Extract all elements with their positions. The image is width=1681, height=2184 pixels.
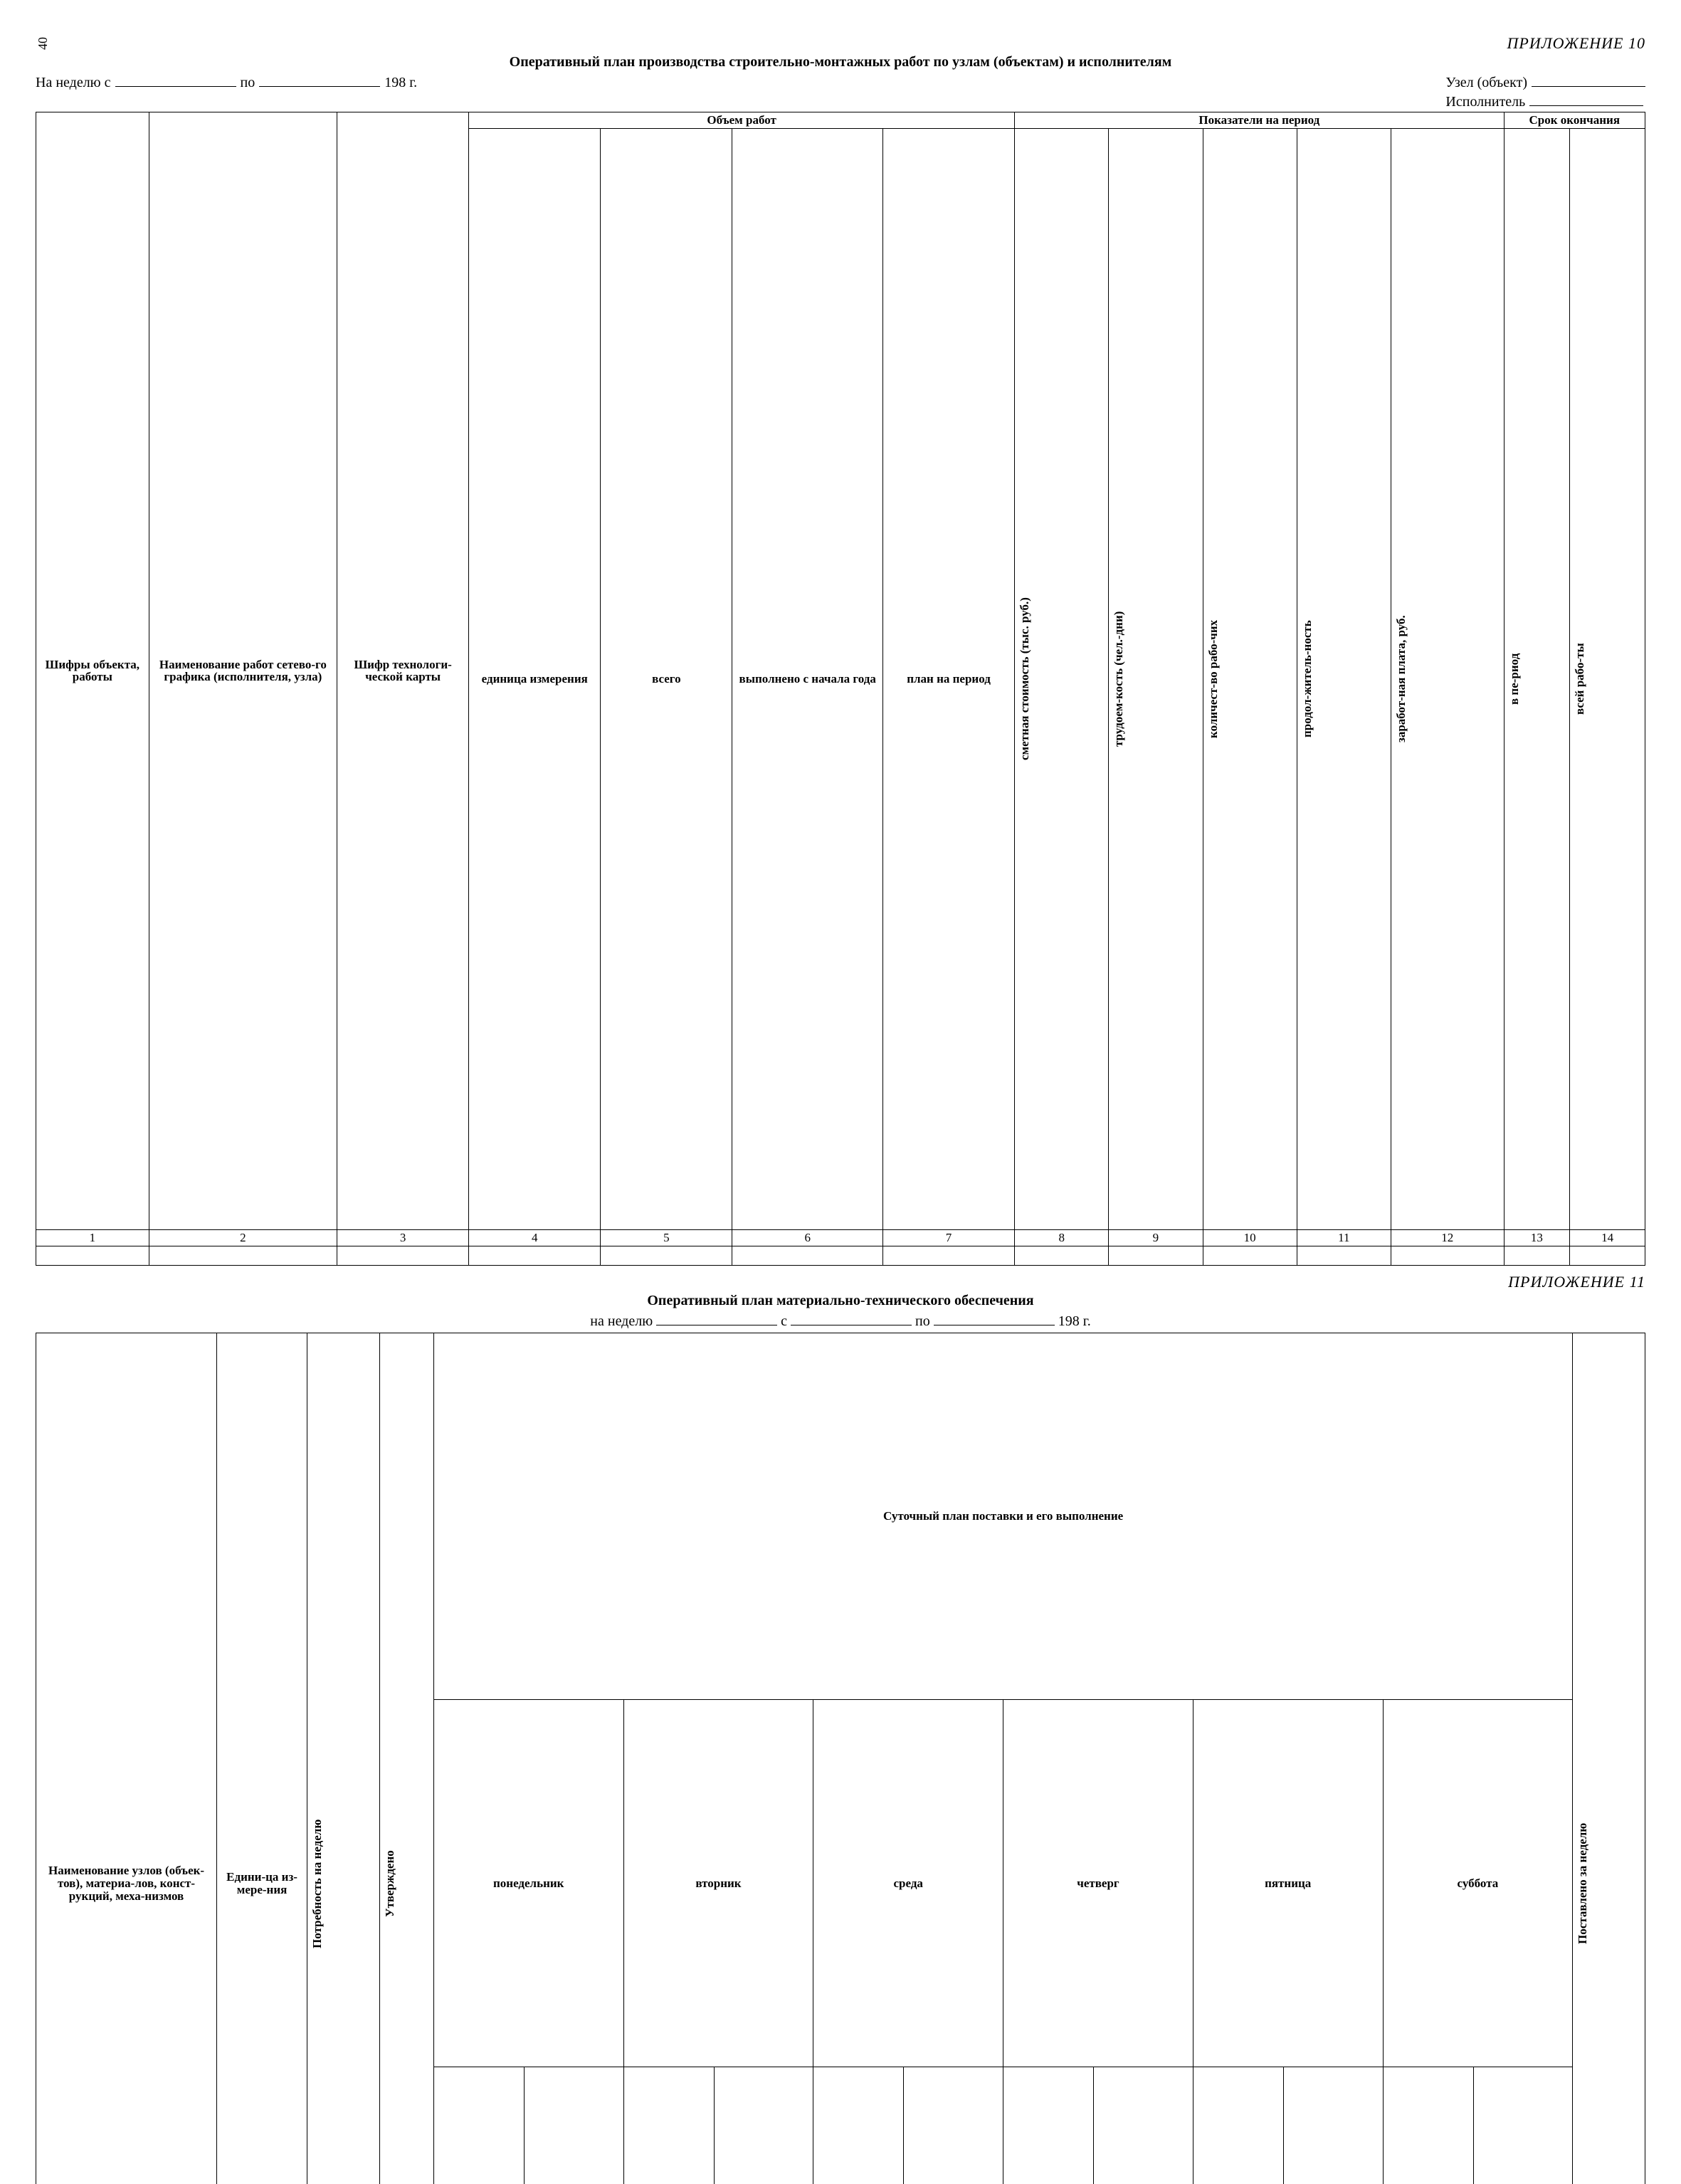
h-volume: Объем работ: [469, 112, 1015, 129]
h11-d4p: план: [1193, 2067, 1283, 2184]
h-indic: Показатели на период: [1015, 112, 1505, 129]
empty-row-app10: [36, 1246, 1645, 1265]
label-po2: по: [915, 1313, 930, 1329]
label-weekfrom: На неделю с: [36, 75, 111, 91]
h-c10: количест-во рабо-чих: [1203, 128, 1297, 1229]
label-ispolnitel: Исполнитель: [1445, 94, 1525, 110]
h11-d5: суббота: [1383, 1700, 1573, 2067]
h11-d0f: факти-чески: [524, 2067, 623, 2184]
h11-d5p: план: [1383, 2067, 1473, 2184]
label-s: с: [781, 1313, 787, 1329]
h11-d1f: факти-чески: [714, 2067, 813, 2184]
h-c9: трудоем-кость (чел.-дни): [1109, 128, 1203, 1229]
h11-d1: вторник: [623, 1700, 813, 2067]
h11-d4: пятница: [1193, 1700, 1383, 2067]
h11-c2: Едини-ца из-мере-ния: [217, 1333, 307, 2184]
h-c1: Шифры объекта, работы: [36, 112, 149, 1230]
h-c4: единица измерения: [469, 128, 601, 1229]
h11-d4f: факти-чески: [1283, 2067, 1383, 2184]
h-c5: всего: [601, 128, 732, 1229]
appendix-11-heading: ПРИЛОЖЕНИЕ 11: [36, 1273, 1645, 1291]
label-po: по: [241, 75, 255, 91]
blank-s: [791, 1312, 912, 1325]
h11-daily: Суточный план поставки и его выполнение: [433, 1333, 1572, 1700]
blank-to: [259, 73, 380, 87]
h-c2: Наименование работ сетево-го графика (ис…: [149, 112, 337, 1230]
appendix-11: ПРИЛОЖЕНИЕ 11 Оперативный план материаль…: [36, 1273, 1645, 2184]
h-c7: план на период: [882, 128, 1014, 1229]
h11-d5f: факти-чески: [1473, 2067, 1573, 2184]
h-srok: Срок окончания: [1504, 112, 1645, 129]
h11-d3f: факти-чески: [1094, 2067, 1193, 2184]
h11-d3p: план: [1003, 2067, 1094, 2184]
h11-d2: среда: [813, 1700, 1003, 2067]
h-c12: заработ-ная плата, руб.: [1391, 128, 1504, 1229]
h-c3: Шифр технологи-ческой карты: [337, 112, 469, 1230]
table-app10: Шифры объекта, работы Наименование работ…: [36, 112, 1645, 1266]
blank-uzel: [1532, 73, 1645, 87]
h11-c4: Утверждено: [379, 1333, 433, 2184]
h-c8: сметная стоимость (тыс. руб.): [1015, 128, 1109, 1229]
h-c13: в пе-риод: [1504, 128, 1570, 1229]
appendix-10: ПРИЛОЖЕНИЕ 10 Оперативный план производс…: [36, 34, 1645, 1266]
blank-from: [115, 73, 236, 87]
h11-d0p: план: [433, 2067, 524, 2184]
appendix-11-title: Оперативный план материально-техническог…: [36, 1293, 1645, 1309]
h11-c3: Потребность на неделю: [307, 1333, 380, 2184]
label-year: 198 г.: [384, 75, 417, 91]
h11-d1p: план: [623, 2067, 714, 2184]
row-nums-app10: 123 456 789 101112 1314: [36, 1229, 1645, 1246]
appendix-10-heading: ПРИЛОЖЕНИЕ 10: [36, 34, 1645, 53]
h-c11: продол-житель-ность: [1297, 128, 1391, 1229]
page-number: 40: [36, 37, 51, 50]
h11-d0: понедельник: [433, 1700, 623, 2067]
h11-d2p: план: [813, 2067, 904, 2184]
h-c14: всей рабо-ты: [1570, 128, 1645, 1229]
h11-c17: Поставлено за неделю: [1573, 1333, 1645, 2184]
label-ned: на неделю: [590, 1313, 653, 1329]
h11-c1: Наименование узлов (объек-тов), материа-…: [36, 1333, 217, 2184]
blank-po2: [934, 1312, 1055, 1325]
h11-d3: четверг: [1003, 1700, 1193, 2067]
h-c6: выполнено с начала года: [732, 128, 883, 1229]
appendix-10-title: Оперативный план производства строительн…: [36, 54, 1645, 70]
label-year2: 198 г.: [1058, 1313, 1091, 1329]
h11-d2f: факти-чески: [904, 2067, 1003, 2184]
blank-ned: [656, 1312, 777, 1325]
blank-ispolnitel: [1529, 93, 1643, 106]
label-uzel: Узел (объект): [1445, 75, 1527, 91]
table-app11: Наименование узлов (объек-тов), материа-…: [36, 1333, 1645, 2184]
